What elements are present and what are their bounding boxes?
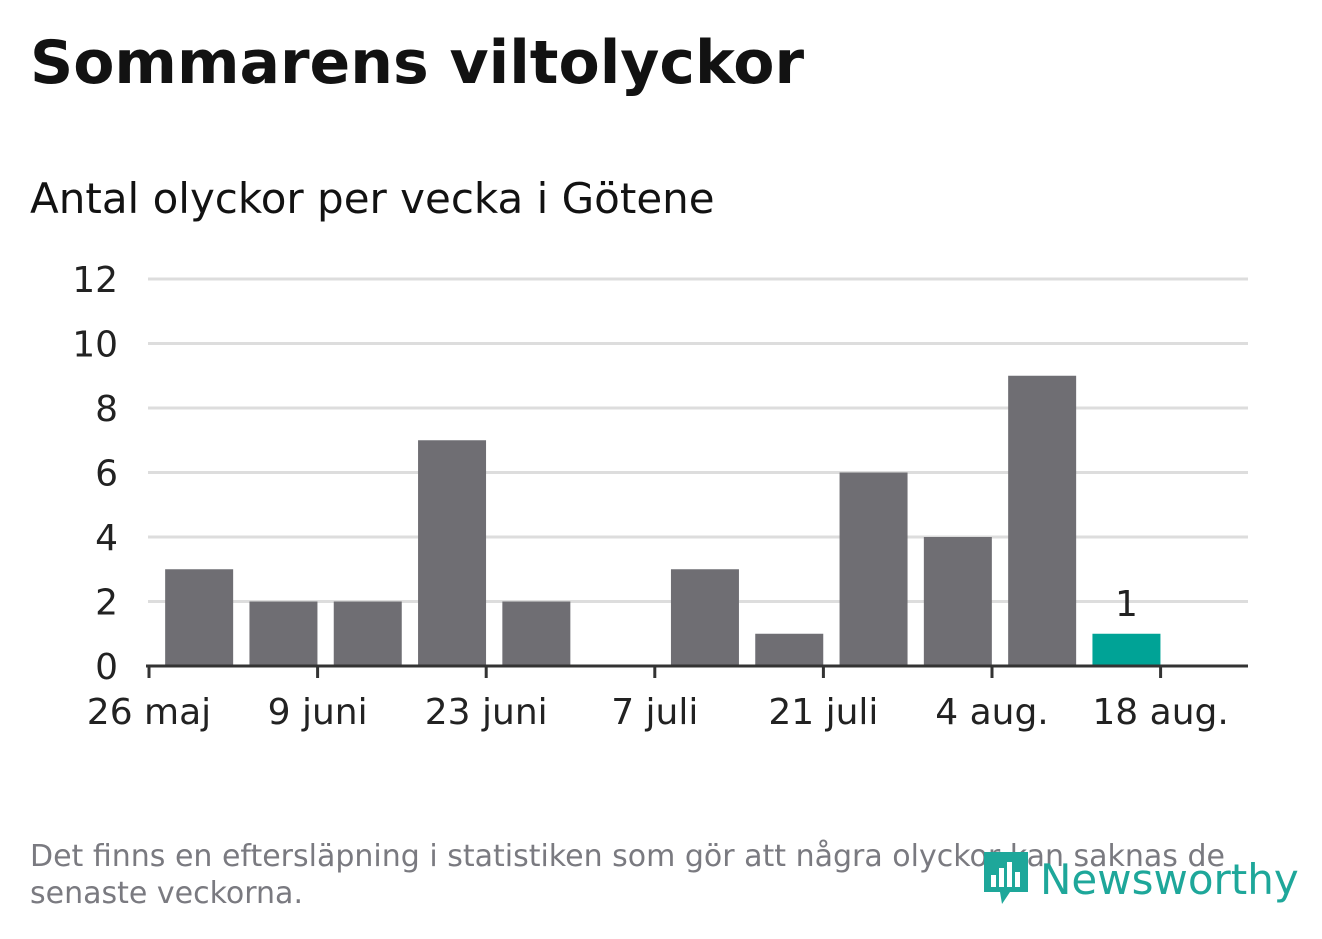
data-labels: 1 [1115, 584, 1138, 625]
bars [165, 375, 1161, 666]
bar [502, 601, 571, 666]
bar [333, 601, 402, 666]
x-tick-label: 21 juli [768, 692, 878, 733]
y-tick-label: 0 [95, 647, 118, 688]
chart-subtitle: Antal olyckor per vecka i Götene [30, 174, 715, 223]
y-tick-label: 12 [72, 260, 118, 301]
y-axis-ticks: 0 2 4 6 8 10 12 [72, 260, 118, 688]
bar [165, 569, 234, 666]
brand-name: Newsworthy [1040, 855, 1299, 904]
bar-chart-speech-icon [980, 848, 1032, 912]
gridlines [148, 277, 1248, 603]
bar [755, 633, 824, 666]
x-tick-label: 26 maj [87, 692, 211, 733]
bar [839, 472, 908, 666]
bar [670, 569, 739, 666]
x-tick-label: 7 juli [611, 692, 698, 733]
chart-title: Sommarens viltolyckor [30, 28, 805, 98]
bar-highlight [1092, 633, 1161, 666]
bar [418, 440, 487, 666]
bar-value-label: 1 [1115, 584, 1138, 625]
bar [249, 601, 318, 666]
newsworthy-logo[interactable]: Newsworthy [980, 848, 1299, 912]
bar [1008, 375, 1077, 666]
x-tick-label: 23 juni [425, 692, 548, 733]
x-tick-label: 9 juni [268, 692, 368, 733]
y-tick-label: 6 [95, 454, 118, 495]
x-tick-label: 4 aug. [935, 692, 1049, 733]
y-tick-label: 10 [72, 325, 118, 366]
y-tick-label: 4 [95, 518, 118, 559]
x-tick-label: 18 aug. [1092, 692, 1228, 733]
y-tick-label: 2 [95, 583, 118, 624]
y-tick-label: 8 [95, 389, 118, 430]
bar [923, 537, 992, 666]
x-axis-ticks: 26 maj 9 juni 23 juni 7 juli 21 juli 4 aug. 18… [87, 666, 1229, 733]
